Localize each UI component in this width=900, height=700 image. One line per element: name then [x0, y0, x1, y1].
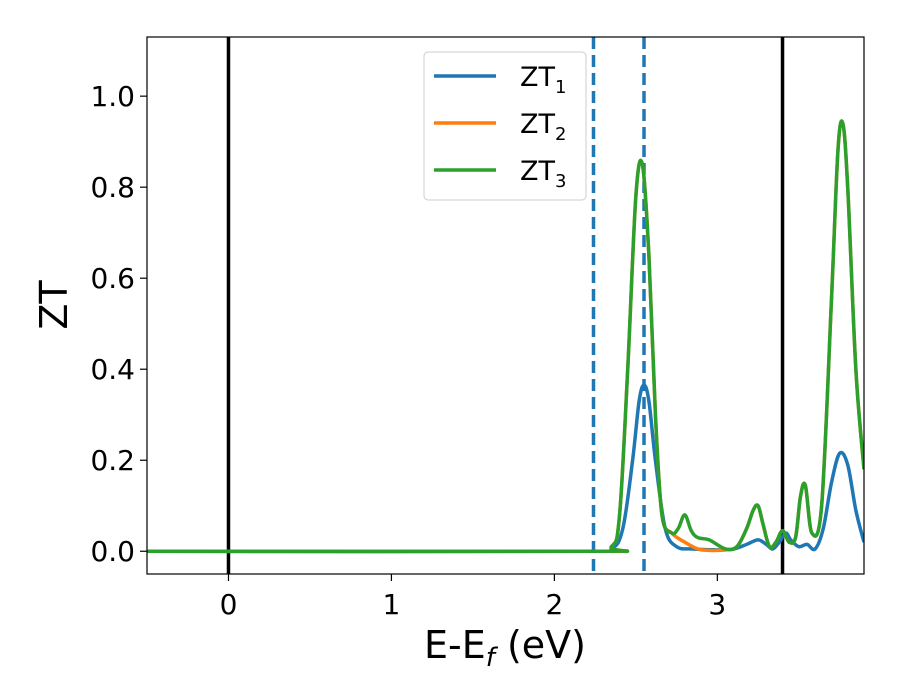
x-axis-title: E-Ef (eV) [424, 623, 586, 673]
x-axis-title-unit: (eV) [495, 623, 586, 667]
series-line-zt3 [147, 119, 864, 554]
y-axis-ticks: 0.0 0.2 0.4 0.6 0.8 1.0 [90, 80, 147, 568]
y-tick-label: 0.4 [90, 353, 135, 386]
legend-frame [423, 51, 587, 201]
series-lines [147, 119, 864, 554]
x-tick-label: 0 [220, 588, 238, 621]
plot-area-frame [146, 36, 865, 575]
y-tick-label: 0.0 [90, 535, 135, 568]
legend-label-zt3: ZT3 [520, 156, 566, 192]
y-tick-label: 0.6 [90, 262, 135, 295]
x-tick-label: 3 [708, 588, 726, 621]
y-tick-label: 1.0 [90, 80, 135, 113]
legend-label-zt1: ZT1 [520, 62, 566, 98]
series-line-zt1 [147, 383, 864, 554]
legend: ZT1 ZT2 ZT3 [423, 51, 587, 201]
reference-lines [226, 37, 785, 574]
legend-label-zt2: ZT2 [520, 109, 566, 145]
x-axis-ticks: 0 1 2 3 [220, 574, 726, 621]
x-tick-label: 2 [545, 588, 563, 621]
y-axis-title: ZT [32, 280, 76, 330]
x-tick-label: 1 [383, 588, 401, 621]
y-tick-label: 0.8 [90, 171, 135, 204]
y-tick-label: 0.2 [90, 444, 135, 477]
